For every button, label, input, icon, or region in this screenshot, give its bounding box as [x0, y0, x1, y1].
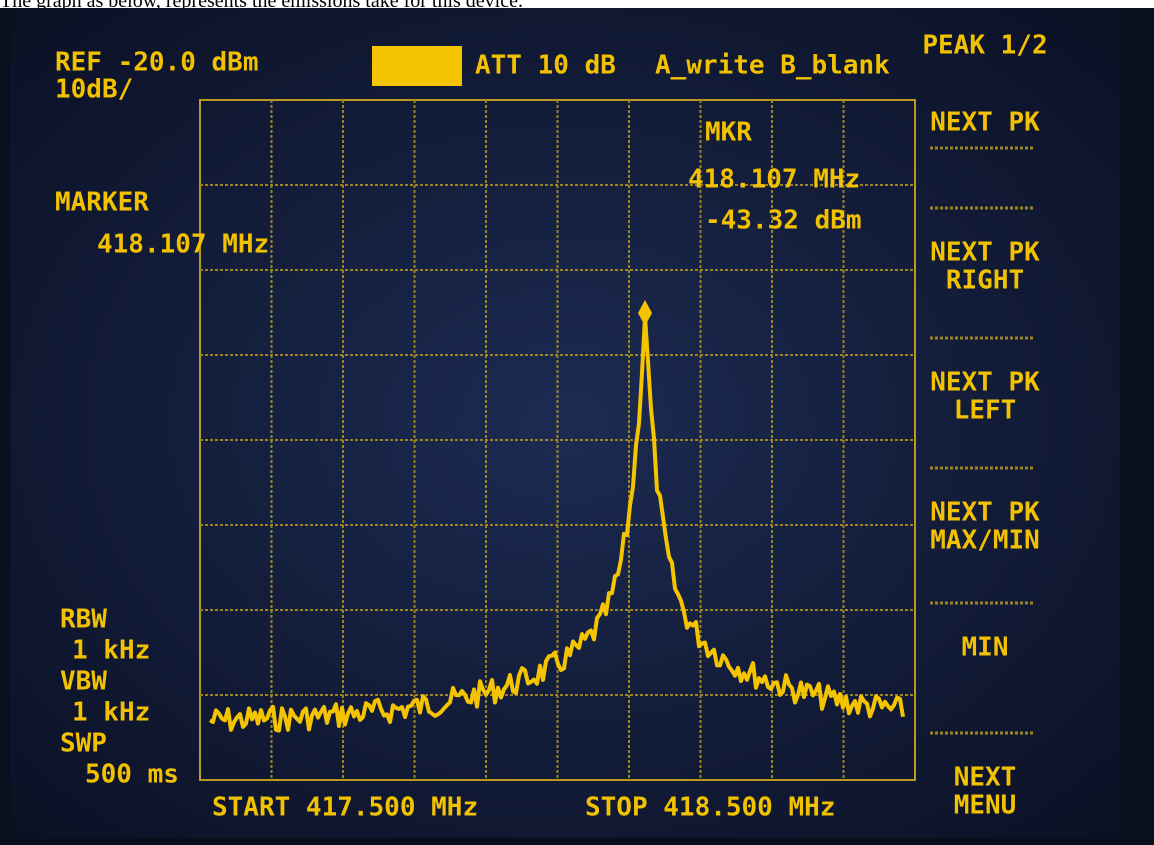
setting: 1 kHz	[72, 698, 150, 728]
softkey-label: MAX/MIN	[930, 526, 1040, 556]
start-frequency: START 417.500 MHz	[212, 793, 478, 823]
mkr-frequency: 418.107 MHz	[688, 165, 860, 195]
marker-diamond	[638, 300, 652, 326]
softkey-label: NEXT PK	[930, 238, 1040, 268]
setting: RBW	[60, 605, 107, 635]
softkey-label: RIGHT	[946, 266, 1024, 296]
softkey-label: PEAK 1/2	[922, 31, 1047, 61]
softkey-label: MENU	[954, 791, 1017, 821]
trace-mode: A_write B_blank	[655, 51, 890, 81]
softkey-label: MIN	[962, 633, 1009, 663]
softkey-label: NEXT PK	[930, 108, 1040, 138]
setting: VBW	[60, 667, 107, 697]
attenuation: ATT 10 dB	[475, 51, 616, 81]
softkey-label: NEXT PK	[930, 368, 1040, 398]
setting: 1 kHz	[72, 636, 150, 666]
mkr-label: MKR	[705, 118, 752, 148]
ref-level: REF -20.0 dBm	[55, 48, 259, 78]
softkey-label: LEFT	[954, 396, 1017, 426]
marker-frequency: 418.107 MHz	[97, 230, 269, 260]
marker-label: MARKER	[55, 188, 149, 218]
screen	[10, 8, 1120, 838]
analyzer-photo: REF -20.0 dBm 10dB/ ATT 10 dB A_write B_…	[0, 8, 1154, 845]
mkr-level: -43.32 dBm	[705, 206, 862, 236]
scale: 10dB/	[55, 75, 133, 105]
status-block	[372, 46, 462, 86]
softkey-label: NEXT PK	[930, 498, 1040, 528]
softkey-label: NEXT	[954, 763, 1017, 793]
setting: 500 ms	[85, 760, 179, 790]
setting: SWP	[60, 729, 107, 759]
graticule	[200, 100, 915, 780]
stop-frequency: STOP 418.500 MHz	[585, 793, 835, 823]
spectrum-trace	[209, 314, 905, 733]
